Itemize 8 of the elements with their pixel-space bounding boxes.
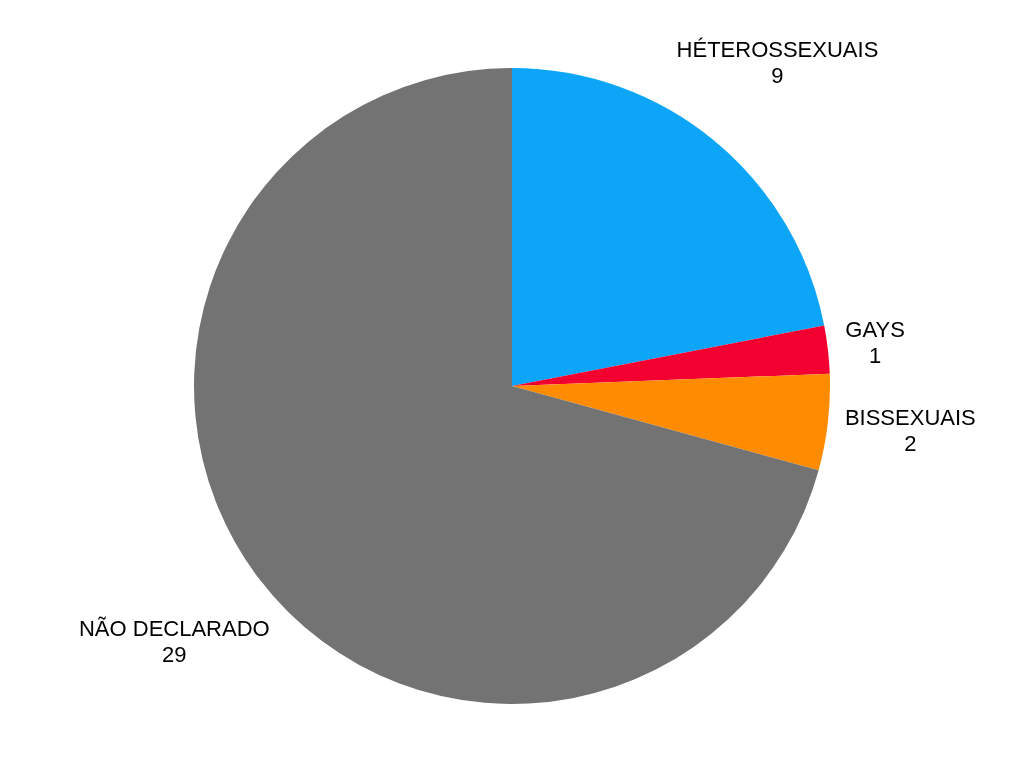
slice-label: GAYS xyxy=(845,317,905,343)
data-label: 1 xyxy=(869,343,882,369)
data-label: 29 xyxy=(162,642,187,668)
slice-label: HÉTEROSSEXUAIS xyxy=(676,37,879,63)
data-label: 2 xyxy=(904,431,917,457)
slice-label: BISSEXUAIS xyxy=(844,405,976,431)
slice-label: NÃO DECLARADO xyxy=(78,616,270,642)
data-label: 9 xyxy=(771,63,784,89)
